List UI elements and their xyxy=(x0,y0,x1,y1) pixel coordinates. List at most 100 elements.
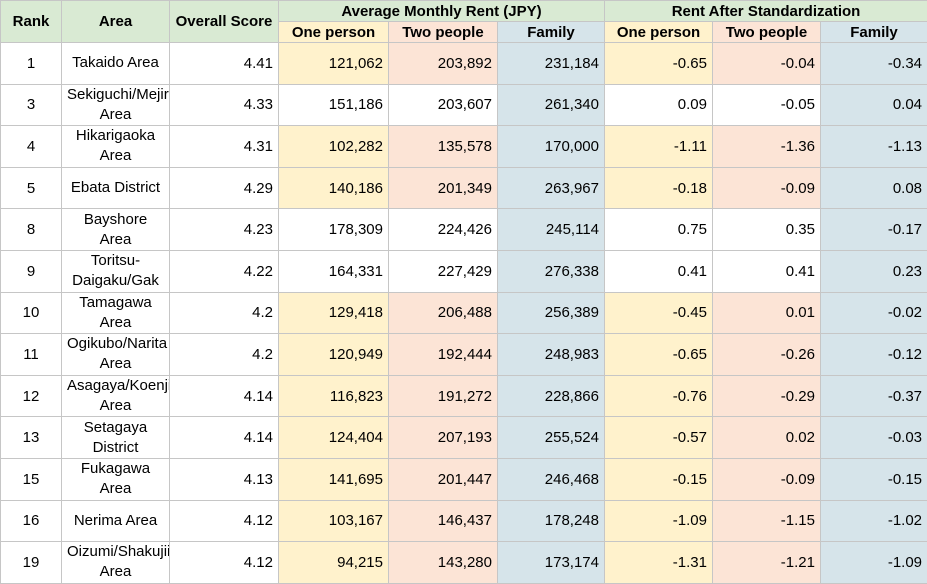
std-family-cell: -0.15 xyxy=(819,457,927,501)
area-cell: Nerima Area xyxy=(61,499,170,543)
table-row: 8 Bayshore Area 4.23 178,309 224,426 245,114 0… xyxy=(0,208,927,251)
rent-one-person-cell: 120,949 xyxy=(278,333,389,376)
rank-cell: 16 xyxy=(0,499,62,543)
rank-cell: 13 xyxy=(0,416,62,459)
std-two-people-cell: -1.15 xyxy=(712,499,821,543)
rent-family-cell: 228,866 xyxy=(497,374,605,418)
std-family-cell: -1.02 xyxy=(819,499,927,543)
rent-family-cell: 173,174 xyxy=(497,541,605,584)
std-two-people-cell: -0.09 xyxy=(712,166,821,210)
area-cell: Tamagawa Area xyxy=(61,291,170,335)
overall-score-cell: 4.14 xyxy=(169,416,279,459)
table-row: 4 Hikarigaoka Area 4.31 102,282 135,578 170,0… xyxy=(0,125,927,168)
table-row: 12 Asagaya/Koenji Area 4.14 116,823 191,272 2… xyxy=(0,374,927,418)
std-family-cell: 0.04 xyxy=(819,83,927,127)
table-row: 10 Tamagawa Area 4.2 129,418 206,488 256,389-… xyxy=(0,291,927,335)
rent-family-cell: 261,340 xyxy=(497,83,605,127)
subheader-std-family: Family xyxy=(819,21,927,43)
overall-score-cell: 4.31 xyxy=(169,125,279,168)
rent-family-cell: 256,389 xyxy=(497,291,605,335)
table-row: 5 Ebata District 4.29 140,186 201,349 263,967… xyxy=(0,166,927,210)
subheader-family: Family xyxy=(497,21,605,43)
subheader-std-two-people: Two people xyxy=(712,21,821,43)
std-two-people-cell: -0.05 xyxy=(712,83,821,127)
std-one-person-cell: -1.09 xyxy=(604,499,713,543)
std-family-cell: 0.23 xyxy=(819,249,927,293)
overall-score-cell: 4.33 xyxy=(169,83,279,127)
table-row: 9 Toritsu-Daigaku/Gak 4.22 164,331 227,429 27… xyxy=(0,249,927,293)
std-one-person-cell: -0.15 xyxy=(604,457,713,501)
overall-score-cell: 4.2 xyxy=(169,291,279,335)
table-row: 13 Setagaya District 4.14 124,404 207,193 255… xyxy=(0,416,927,459)
subheader-std-one-person: One person xyxy=(604,21,713,43)
rent-two-people-cell: 146,437 xyxy=(388,499,498,543)
std-family-cell: -0.37 xyxy=(819,374,927,418)
std-two-people-cell: -0.04 xyxy=(712,42,821,85)
std-one-person-cell: -0.76 xyxy=(604,374,713,418)
std-family-cell: -0.12 xyxy=(819,333,927,376)
header-rank: Rank xyxy=(0,0,62,43)
header-area: Area xyxy=(61,0,170,43)
rent-one-person-cell: 141,695 xyxy=(278,457,389,501)
rent-two-people-cell: 207,193 xyxy=(388,416,498,459)
table-row: 16 Nerima Area 4.12 103,167 146,437 178,248 -1… xyxy=(0,499,927,543)
rank-cell: 1 xyxy=(0,42,62,85)
rent-one-person-cell: 151,186 xyxy=(278,83,389,127)
overall-score-cell: 4.12 xyxy=(169,541,279,584)
rent-one-person-cell: 102,282 xyxy=(278,125,389,168)
rank-cell: 5 xyxy=(0,166,62,210)
std-family-cell: -0.03 xyxy=(819,416,927,459)
rent-one-person-cell: 124,404 xyxy=(278,416,389,459)
area-cell: Ogikubo/Narita Area xyxy=(61,333,170,376)
rent-family-cell: 245,114 xyxy=(497,208,605,251)
std-one-person-cell: -0.65 xyxy=(604,42,713,85)
overall-score-cell: 4.14 xyxy=(169,374,279,418)
std-one-person-cell: -0.18 xyxy=(604,166,713,210)
std-one-person-cell: -0.57 xyxy=(604,416,713,459)
overall-score-cell: 4.29 xyxy=(169,166,279,210)
overall-score-cell: 4.22 xyxy=(169,249,279,293)
std-one-person-cell: 0.75 xyxy=(604,208,713,251)
rent-family-cell: 170,000 xyxy=(497,125,605,168)
area-cell: Sekiguchi/Mejirodai Area xyxy=(61,83,170,127)
rank-cell: 4 xyxy=(0,125,62,168)
area-cell: Bayshore Area xyxy=(61,208,170,251)
rent-two-people-cell: 143,280 xyxy=(388,541,498,584)
overall-score-cell: 4.12 xyxy=(169,499,279,543)
header-average-monthly-rent: Average Monthly Rent (JPY) xyxy=(278,0,605,22)
rent-family-cell: 276,338 xyxy=(497,249,605,293)
std-family-cell: -0.02 xyxy=(819,291,927,335)
rent-family-cell: 246,468 xyxy=(497,457,605,501)
rent-two-people-cell: 224,426 xyxy=(388,208,498,251)
area-cell: Asagaya/Koenji Area xyxy=(61,374,170,418)
overall-score-cell: 4.13 xyxy=(169,457,279,501)
rent-family-cell: 263,967 xyxy=(497,166,605,210)
overall-score-cell: 4.23 xyxy=(169,208,279,251)
std-two-people-cell: -0.26 xyxy=(712,333,821,376)
header-rent-after-standardization: Rent After Standardization xyxy=(603,0,927,22)
rent-two-people-cell: 227,429 xyxy=(388,249,498,293)
overall-score-cell: 4.2 xyxy=(169,333,279,376)
rent-two-people-cell: 192,444 xyxy=(388,333,498,376)
rent-one-person-cell: 121,062 xyxy=(278,42,389,85)
rent-two-people-cell: 201,349 xyxy=(388,166,498,210)
rent-two-people-cell: 135,578 xyxy=(388,125,498,168)
std-one-person-cell: -1.31 xyxy=(604,541,713,584)
rank-cell: 12 xyxy=(0,374,62,418)
std-two-people-cell: 0.41 xyxy=(712,249,821,293)
rent-two-people-cell: 191,272 xyxy=(388,374,498,418)
table-row: 1 Takaido Area 4.41 121,062 203,892 231,184 -0… xyxy=(0,42,927,85)
rent-two-people-cell: 203,892 xyxy=(388,42,498,85)
area-cell: Fukagawa Area xyxy=(61,457,170,501)
std-one-person-cell: -1.11 xyxy=(604,125,713,168)
area-cell: Takaido Area xyxy=(61,42,170,85)
subheader-one-person: One person xyxy=(278,21,389,43)
std-two-people-cell: -0.29 xyxy=(712,374,821,418)
rank-cell: 9 xyxy=(0,249,62,293)
header-overall-score: Overall Score xyxy=(169,0,279,43)
std-family-cell: -1.09 xyxy=(819,541,927,584)
rent-one-person-cell: 94,215 xyxy=(278,541,389,584)
rent-one-person-cell: 129,418 xyxy=(278,291,389,335)
area-cell: Oizumi/Shakujii Area xyxy=(61,541,170,584)
rent-family-cell: 178,248 xyxy=(497,499,605,543)
